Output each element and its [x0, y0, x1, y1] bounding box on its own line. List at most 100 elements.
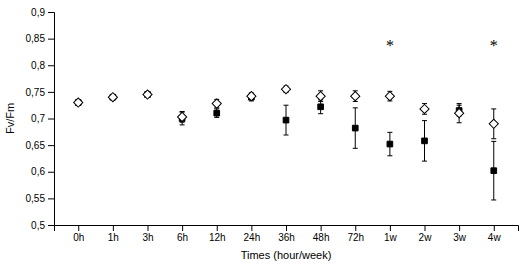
point: [214, 110, 220, 116]
x-tick-label: 1w: [384, 232, 398, 243]
x-tick: 2w: [419, 225, 433, 243]
x-tick: 72h: [347, 225, 364, 243]
point: [352, 125, 358, 131]
x-axis-line: [55, 226, 519, 232]
x-tick: 24h: [244, 225, 261, 243]
x-tick: 3w: [453, 225, 467, 243]
error-bar: [422, 121, 427, 161]
x-tick: 4w: [488, 225, 502, 243]
y-tick-mark: [48, 92, 54, 93]
x-tick-label: 36h: [278, 232, 295, 243]
x-tick-mark: [78, 225, 79, 231]
y-tick-mark: [48, 39, 54, 40]
y-tick-mark: [48, 12, 54, 13]
y-tick-label: 0,9: [31, 7, 45, 18]
x-tick-mark: [113, 225, 114, 231]
error-bar: [214, 109, 219, 118]
x-tick-label: 0h: [73, 232, 84, 243]
x-tick: 36h: [278, 225, 295, 243]
error-bar: [387, 132, 392, 155]
point: [351, 92, 360, 101]
point: [316, 92, 325, 101]
x-tick-mark: [459, 225, 460, 231]
y-tick: 0,75: [26, 87, 54, 98]
series: [75, 92, 496, 200]
error-bar: [491, 141, 496, 200]
y-tick-mark: [48, 198, 54, 199]
x-tick-mark: [286, 225, 287, 231]
y-axis-title: Fv/Fm: [4, 103, 16, 134]
point: [143, 90, 152, 99]
y-axis: 0,5 0,55 0,6 0,65 0,7 0,75 0,8 0,85 0,9: [26, 7, 55, 231]
x-tick: 48h: [313, 225, 330, 243]
point: [108, 93, 117, 102]
y-tick-label: 0,75: [26, 87, 46, 98]
y-tick-label: 0,55: [26, 193, 46, 204]
x-tick-label: 3h: [142, 232, 153, 243]
y-tick-label: 0,85: [26, 33, 46, 44]
x-tick-label: 1h: [108, 232, 119, 243]
point: [385, 92, 394, 101]
x-tick-mark: [217, 225, 218, 231]
y-tick-mark: [48, 225, 54, 226]
x-tick-label: 12h: [209, 232, 226, 243]
y-tick: 0,55: [26, 193, 54, 204]
x-tick-label: 72h: [347, 232, 364, 243]
point: [283, 117, 289, 123]
point: [420, 104, 429, 113]
x-tick-mark: [147, 225, 148, 231]
x-tick: 1h: [108, 225, 119, 243]
x-tick-label: 24h: [244, 232, 261, 243]
y-tick: 0,85: [26, 33, 54, 44]
y-tick: 0,5: [31, 220, 54, 231]
x-tick: 6h: [177, 225, 188, 243]
point: [455, 109, 464, 118]
x-tick: 1w: [384, 225, 398, 243]
x-tick-mark: [321, 225, 322, 231]
point: [318, 104, 324, 110]
x-tick-label: 4w: [488, 232, 502, 243]
y-tick-mark: [48, 145, 54, 146]
x-axis: 0h 1h 3h 6h 12h 24h 36h 48h 72h 1w 2w 3w 4w: [55, 225, 519, 243]
annotation: *: [490, 37, 498, 54]
y-tick: 0,6: [31, 166, 54, 177]
y-tick: 0,9: [31, 7, 54, 18]
x-tick-label: 6h: [177, 232, 188, 243]
y-tick: 0,65: [26, 140, 54, 151]
point: [422, 138, 428, 144]
y-tick: 0,7: [31, 113, 54, 124]
y-axis-line: [48, 13, 55, 226]
x-tick: 0h: [73, 225, 84, 243]
series: [74, 85, 499, 139]
y-tick: 0,8: [31, 60, 54, 71]
x-tick-mark: [355, 225, 356, 231]
x-tick-mark: [390, 225, 391, 231]
x-tick: 3h: [142, 225, 153, 243]
plot-area: [74, 85, 499, 200]
point: [491, 168, 497, 174]
x-tick-label: 48h: [313, 232, 330, 243]
point: [74, 98, 83, 107]
y-tick-label: 0,8: [31, 60, 45, 71]
x-tick-label: 2w: [419, 232, 433, 243]
point: [178, 112, 187, 121]
y-tick-mark: [48, 172, 54, 173]
point: [212, 99, 221, 108]
y-tick-label: 0,65: [26, 140, 46, 151]
error-bar: [284, 105, 289, 135]
error-bar: [353, 108, 358, 148]
x-tick-mark: [251, 225, 252, 231]
x-axis-title: Times (hour/week): [241, 249, 332, 261]
x-tick-mark: [182, 225, 183, 231]
point: [387, 141, 393, 147]
y-tick-label: 0,7: [31, 113, 45, 124]
y-tick-mark: [48, 65, 54, 66]
y-tick-mark: [48, 119, 54, 120]
x-tick-mark: [494, 225, 495, 231]
y-tick-label: 0,6: [31, 166, 45, 177]
point: [489, 119, 498, 128]
point: [281, 85, 290, 94]
chart: 0h1h3h6h12h24h36h48h72h1w2w3w4w0,50,550,…: [0, 0, 532, 265]
x-tick-mark: [425, 225, 426, 231]
annotation: *: [386, 37, 394, 54]
